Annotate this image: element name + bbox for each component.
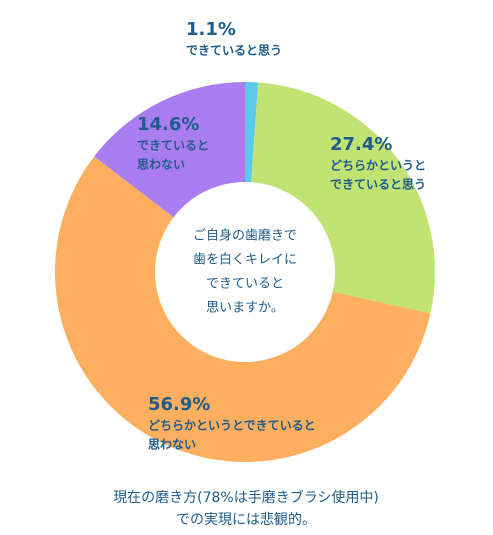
caption: での実現には悲観的。 <box>176 511 316 528</box>
category-label: どちらかというとできていると <box>148 419 316 433</box>
center-text: ご自身の歯磨きで <box>193 228 297 244</box>
value-label: 56.9% <box>148 394 210 415</box>
category-label: 思わない <box>148 438 196 452</box>
donut-slice <box>245 82 259 183</box>
value-label: 27.4% <box>330 134 392 155</box>
center-text: できていると <box>206 277 284 292</box>
center-text: 歯を白くキレイに <box>193 252 297 268</box>
donut-slice <box>55 156 431 462</box>
category-label: どちらかというと <box>330 159 426 173</box>
value-label: 14.6% <box>137 114 199 135</box>
category-label: できていると思う <box>186 44 282 58</box>
category-label: できていると思う <box>330 178 426 192</box>
category-label: 思わない <box>137 158 185 172</box>
category-label: できていると <box>137 139 209 153</box>
value-label: 1.1% <box>186 19 236 40</box>
donut-slice <box>94 82 246 218</box>
donut-slice <box>251 82 435 314</box>
center-text: 思いますか。 <box>206 301 284 316</box>
caption: 現在の磨き方(78%は手磨きブラシ使用中) <box>113 489 379 506</box>
